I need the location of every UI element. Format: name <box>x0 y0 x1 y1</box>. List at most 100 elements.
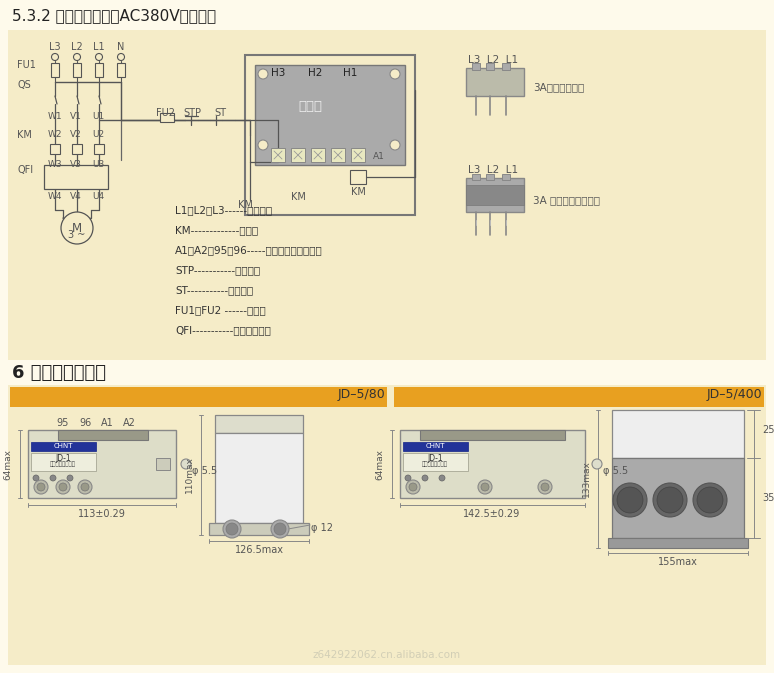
Bar <box>95 63 103 77</box>
Bar <box>209 523 309 535</box>
Bar <box>271 148 285 162</box>
Circle shape <box>33 475 39 481</box>
Bar <box>117 63 125 77</box>
Text: 35: 35 <box>762 493 774 503</box>
Bar <box>394 387 764 407</box>
Bar <box>612 458 744 538</box>
Bar <box>245 55 415 215</box>
Text: φ 12: φ 12 <box>311 523 333 533</box>
Text: 3 ~: 3 ~ <box>68 230 86 240</box>
Bar <box>311 148 325 162</box>
Circle shape <box>697 487 723 513</box>
Text: JD-1: JD-1 <box>55 454 70 463</box>
Bar <box>472 174 480 180</box>
Text: STP-----------停止按鈕: STP-----------停止按鈕 <box>175 265 260 275</box>
Text: KM: KM <box>290 192 306 202</box>
Bar <box>8 385 766 665</box>
Bar <box>466 185 524 205</box>
Text: φ 5.5: φ 5.5 <box>603 466 628 476</box>
Text: U1: U1 <box>92 112 104 121</box>
Text: U2: U2 <box>92 130 104 139</box>
Text: 6 外形及安装尺寸: 6 外形及安装尺寸 <box>12 364 106 382</box>
Circle shape <box>657 487 683 513</box>
Bar <box>331 148 345 162</box>
Text: 113±0.29: 113±0.29 <box>78 509 126 519</box>
Bar <box>58 430 148 440</box>
Text: W2: W2 <box>48 130 63 139</box>
Text: JD–5/80: JD–5/80 <box>337 388 385 401</box>
Circle shape <box>67 475 73 481</box>
Text: V2: V2 <box>70 130 82 139</box>
Text: QFI: QFI <box>17 165 33 175</box>
Text: L2: L2 <box>71 42 83 52</box>
Bar <box>156 458 170 470</box>
Circle shape <box>422 475 428 481</box>
Text: W1: W1 <box>48 112 63 121</box>
Bar <box>403 453 468 471</box>
Circle shape <box>61 212 93 244</box>
Circle shape <box>439 475 445 481</box>
Text: 5.3.2 控制电源电压为AC380V的接线图: 5.3.2 控制电源电压为AC380V的接线图 <box>12 8 216 23</box>
Bar <box>31 442 96 451</box>
Bar <box>472 63 480 70</box>
Text: H1: H1 <box>343 68 357 78</box>
Text: V4: V4 <box>70 192 82 201</box>
Text: KM-------------接触器: KM-------------接触器 <box>175 225 258 235</box>
Circle shape <box>693 483 727 517</box>
Circle shape <box>481 483 489 491</box>
Circle shape <box>409 483 417 491</box>
Circle shape <box>592 459 602 469</box>
Text: W4: W4 <box>48 192 63 201</box>
Bar <box>291 148 305 162</box>
Bar <box>73 63 81 77</box>
Bar <box>50 144 60 154</box>
Circle shape <box>59 483 67 491</box>
Bar <box>502 174 510 180</box>
Text: A2: A2 <box>122 418 135 428</box>
Text: A1: A1 <box>101 418 113 428</box>
Circle shape <box>478 480 492 494</box>
Text: H2: H2 <box>308 68 322 78</box>
Bar <box>403 442 468 451</box>
Text: FU1: FU1 <box>17 60 36 70</box>
Text: FU1、FU2 ------燕断器: FU1、FU2 ------燕断器 <box>175 305 265 315</box>
Text: CHNT: CHNT <box>425 443 445 449</box>
Circle shape <box>653 483 687 517</box>
Bar <box>255 65 405 165</box>
Text: φ 5.5: φ 5.5 <box>192 466 217 476</box>
Text: JD-1: JD-1 <box>427 454 443 463</box>
Bar <box>466 178 524 212</box>
Text: U4: U4 <box>92 192 104 201</box>
Text: W3: W3 <box>48 160 63 169</box>
Circle shape <box>613 483 647 517</box>
Text: 3A 以下各相二次穿心: 3A 以下各相二次穿心 <box>533 195 600 205</box>
Bar <box>160 113 174 122</box>
Text: 95: 95 <box>57 418 69 428</box>
Circle shape <box>258 140 268 150</box>
Text: 64max: 64max <box>4 448 12 479</box>
Text: 142.5±0.29: 142.5±0.29 <box>464 509 521 519</box>
Text: 电动机综合保护器: 电动机综合保护器 <box>50 461 76 466</box>
Text: L3  L2  L1: L3 L2 L1 <box>468 165 518 175</box>
Bar <box>350 170 366 184</box>
Bar <box>31 453 96 471</box>
Circle shape <box>274 523 286 535</box>
Circle shape <box>226 523 238 535</box>
Bar <box>400 430 585 498</box>
Text: FU2: FU2 <box>156 108 175 118</box>
Bar <box>215 415 303 433</box>
Text: U3: U3 <box>92 160 104 169</box>
Circle shape <box>37 483 45 491</box>
Text: M: M <box>72 222 82 235</box>
Bar <box>420 430 565 440</box>
Circle shape <box>538 480 552 494</box>
Circle shape <box>81 483 89 491</box>
Bar <box>215 433 303 523</box>
Text: KM: KM <box>238 200 252 210</box>
Text: QS: QS <box>17 80 31 90</box>
Bar <box>608 538 748 548</box>
Text: L1: L1 <box>93 42 104 52</box>
Text: QFI-----------电动机保护器: QFI-----------电动机保护器 <box>175 325 271 335</box>
Text: ST: ST <box>214 108 226 118</box>
Circle shape <box>271 520 289 538</box>
